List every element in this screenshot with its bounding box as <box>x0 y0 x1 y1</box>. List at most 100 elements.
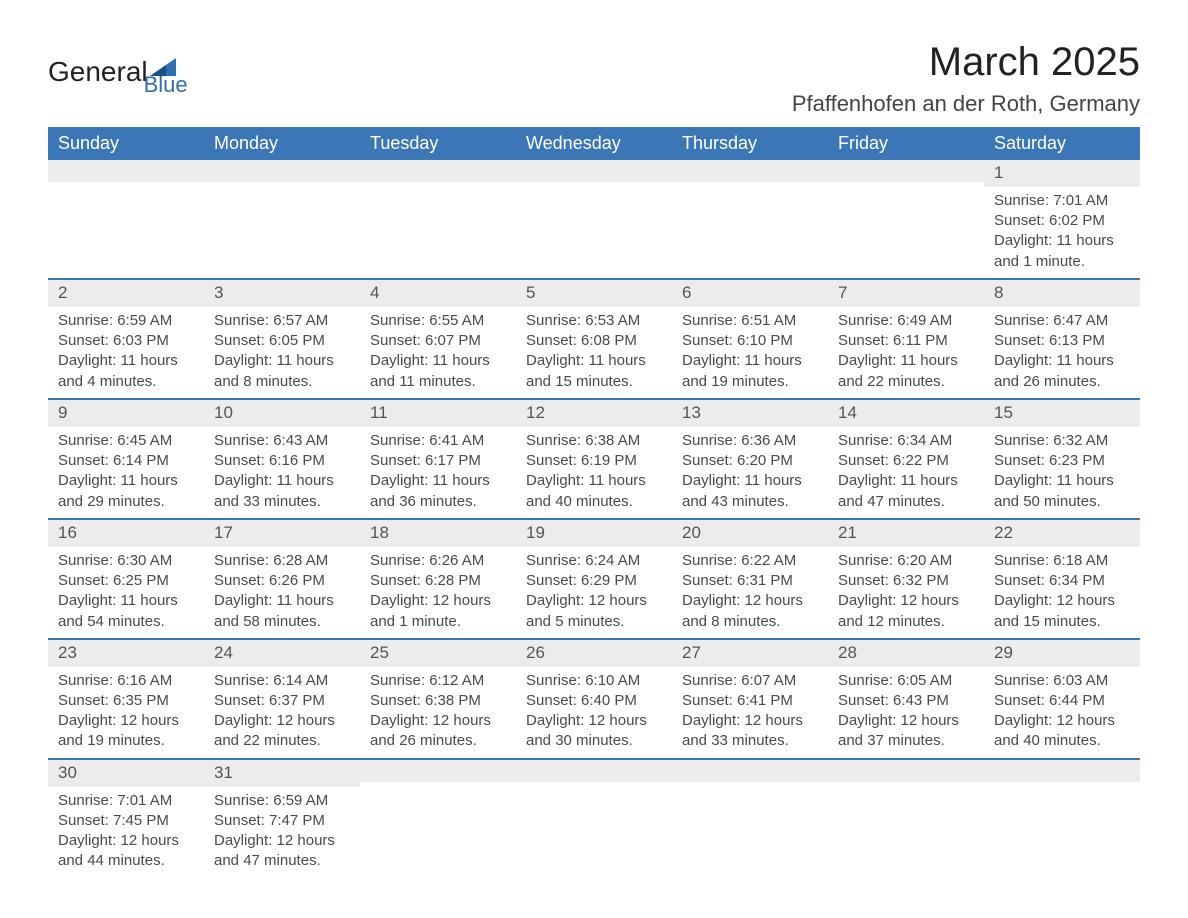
day-number: 7 <box>828 280 984 307</box>
calendar-table: Sunday Monday Tuesday Wednesday Thursday… <box>48 127 1140 878</box>
calendar-cell: 25Sunrise: 6:12 AMSunset: 6:38 PMDayligh… <box>360 639 516 759</box>
calendar-cell: 7Sunrise: 6:49 AMSunset: 6:11 PMDaylight… <box>828 279 984 399</box>
sunrise-text: Sunrise: 6:47 AM <box>994 311 1130 331</box>
calendar-cell <box>984 759 1140 878</box>
calendar-cell <box>828 160 984 279</box>
dl1-text: Daylight: 11 hours <box>58 471 194 491</box>
dl1-text: Daylight: 12 hours <box>526 711 662 731</box>
day-number: 15 <box>984 400 1140 427</box>
sunrise-text: Sunrise: 6:10 AM <box>526 671 662 691</box>
calendar-cell: 9Sunrise: 6:45 AMSunset: 6:14 PMDaylight… <box>48 399 204 519</box>
calendar-cell: 22Sunrise: 6:18 AMSunset: 6:34 PMDayligh… <box>984 519 1140 639</box>
sunrise-text: Sunrise: 6:07 AM <box>682 671 818 691</box>
sunset-text: Sunset: 6:08 PM <box>526 331 662 351</box>
dl1-text: Daylight: 11 hours <box>526 471 662 491</box>
sunset-text: Sunset: 6:22 PM <box>838 451 974 471</box>
sunset-text: Sunset: 6:44 PM <box>994 691 1130 711</box>
week-row: 23Sunrise: 6:16 AMSunset: 6:35 PMDayligh… <box>48 639 1140 759</box>
sunrise-text: Sunrise: 6:41 AM <box>370 431 506 451</box>
dl2-text: and 43 minutes. <box>682 492 818 512</box>
col-thursday: Thursday <box>672 127 828 160</box>
dl2-text: and 26 minutes. <box>994 372 1130 392</box>
calendar-cell: 20Sunrise: 6:22 AMSunset: 6:31 PMDayligh… <box>672 519 828 639</box>
calendar-cell: 29Sunrise: 6:03 AMSunset: 6:44 PMDayligh… <box>984 639 1140 759</box>
day-number: 19 <box>516 520 672 547</box>
sunset-text: Sunset: 6:17 PM <box>370 451 506 471</box>
dl2-text: and 40 minutes. <box>526 492 662 512</box>
sunset-text: Sunset: 6:35 PM <box>58 691 194 711</box>
day-number: 11 <box>360 400 516 427</box>
dl1-text: Daylight: 11 hours <box>214 471 350 491</box>
dl1-text: Daylight: 11 hours <box>682 471 818 491</box>
dl2-text: and 36 minutes. <box>370 492 506 512</box>
week-row: 1Sunrise: 7:01 AMSunset: 6:02 PMDaylight… <box>48 160 1140 279</box>
calendar-cell <box>828 759 984 878</box>
dl2-text: and 47 minutes. <box>214 851 350 871</box>
calendar-cell: 31Sunrise: 6:59 AMSunset: 7:47 PMDayligh… <box>204 759 360 878</box>
sunset-text: Sunset: 6:29 PM <box>526 571 662 591</box>
day-number: 31 <box>204 760 360 787</box>
dl2-text: and 8 minutes. <box>214 372 350 392</box>
day-header-row: Sunday Monday Tuesday Wednesday Thursday… <box>48 127 1140 160</box>
calendar-cell: 6Sunrise: 6:51 AMSunset: 6:10 PMDaylight… <box>672 279 828 399</box>
dl1-text: Daylight: 11 hours <box>214 591 350 611</box>
sunrise-text: Sunrise: 7:01 AM <box>58 791 194 811</box>
day-number: 25 <box>360 640 516 667</box>
sunrise-text: Sunrise: 6:45 AM <box>58 431 194 451</box>
sunset-text: Sunset: 6:41 PM <box>682 691 818 711</box>
day-number: 29 <box>984 640 1140 667</box>
sunset-text: Sunset: 6:38 PM <box>370 691 506 711</box>
sunrise-text: Sunrise: 6:16 AM <box>58 671 194 691</box>
dl2-text: and 1 minute. <box>370 612 506 632</box>
dl1-text: Daylight: 11 hours <box>370 351 506 371</box>
calendar-cell <box>516 160 672 279</box>
sunset-text: Sunset: 6:26 PM <box>214 571 350 591</box>
sunset-text: Sunset: 7:45 PM <box>58 811 194 831</box>
sunrise-text: Sunrise: 6:32 AM <box>994 431 1130 451</box>
day-number: 14 <box>828 400 984 427</box>
calendar-cell: 23Sunrise: 6:16 AMSunset: 6:35 PMDayligh… <box>48 639 204 759</box>
calendar-cell <box>516 759 672 878</box>
week-row: 30Sunrise: 7:01 AMSunset: 7:45 PMDayligh… <box>48 759 1140 878</box>
sunset-text: Sunset: 6:37 PM <box>214 691 350 711</box>
day-number: 6 <box>672 280 828 307</box>
dl1-text: Daylight: 12 hours <box>838 591 974 611</box>
day-number: 21 <box>828 520 984 547</box>
dl2-text: and 33 minutes. <box>214 492 350 512</box>
day-number <box>360 760 516 782</box>
calendar-cell: 11Sunrise: 6:41 AMSunset: 6:17 PMDayligh… <box>360 399 516 519</box>
sunset-text: Sunset: 6:02 PM <box>994 211 1130 231</box>
sunset-text: Sunset: 6:19 PM <box>526 451 662 471</box>
calendar-cell: 19Sunrise: 6:24 AMSunset: 6:29 PMDayligh… <box>516 519 672 639</box>
calendar-cell: 16Sunrise: 6:30 AMSunset: 6:25 PMDayligh… <box>48 519 204 639</box>
dl1-text: Daylight: 11 hours <box>838 471 974 491</box>
sunrise-text: Sunrise: 6:38 AM <box>526 431 662 451</box>
calendar-cell: 30Sunrise: 7:01 AMSunset: 7:45 PMDayligh… <box>48 759 204 878</box>
sunrise-text: Sunrise: 6:22 AM <box>682 551 818 571</box>
dl2-text: and 54 minutes. <box>58 612 194 632</box>
calendar-cell: 26Sunrise: 6:10 AMSunset: 6:40 PMDayligh… <box>516 639 672 759</box>
day-number <box>984 760 1140 782</box>
dl2-text: and 33 minutes. <box>682 731 818 751</box>
dl1-text: Daylight: 12 hours <box>526 591 662 611</box>
day-number: 27 <box>672 640 828 667</box>
sunrise-text: Sunrise: 6:03 AM <box>994 671 1130 691</box>
day-number <box>672 160 828 182</box>
dl1-text: Daylight: 11 hours <box>994 351 1130 371</box>
col-monday: Monday <box>204 127 360 160</box>
dl2-text: and 15 minutes. <box>526 372 662 392</box>
sunset-text: Sunset: 6:10 PM <box>682 331 818 351</box>
calendar-cell: 27Sunrise: 6:07 AMSunset: 6:41 PMDayligh… <box>672 639 828 759</box>
day-number: 9 <box>48 400 204 427</box>
day-number: 28 <box>828 640 984 667</box>
day-number: 13 <box>672 400 828 427</box>
day-number: 22 <box>984 520 1140 547</box>
day-number: 26 <box>516 640 672 667</box>
day-number: 1 <box>984 160 1140 187</box>
calendar-cell: 8Sunrise: 6:47 AMSunset: 6:13 PMDaylight… <box>984 279 1140 399</box>
dl1-text: Daylight: 11 hours <box>58 591 194 611</box>
day-number: 17 <box>204 520 360 547</box>
sunrise-text: Sunrise: 6:36 AM <box>682 431 818 451</box>
day-number <box>672 760 828 782</box>
location-subtitle: Pfaffenhofen an der Roth, Germany <box>792 91 1140 117</box>
